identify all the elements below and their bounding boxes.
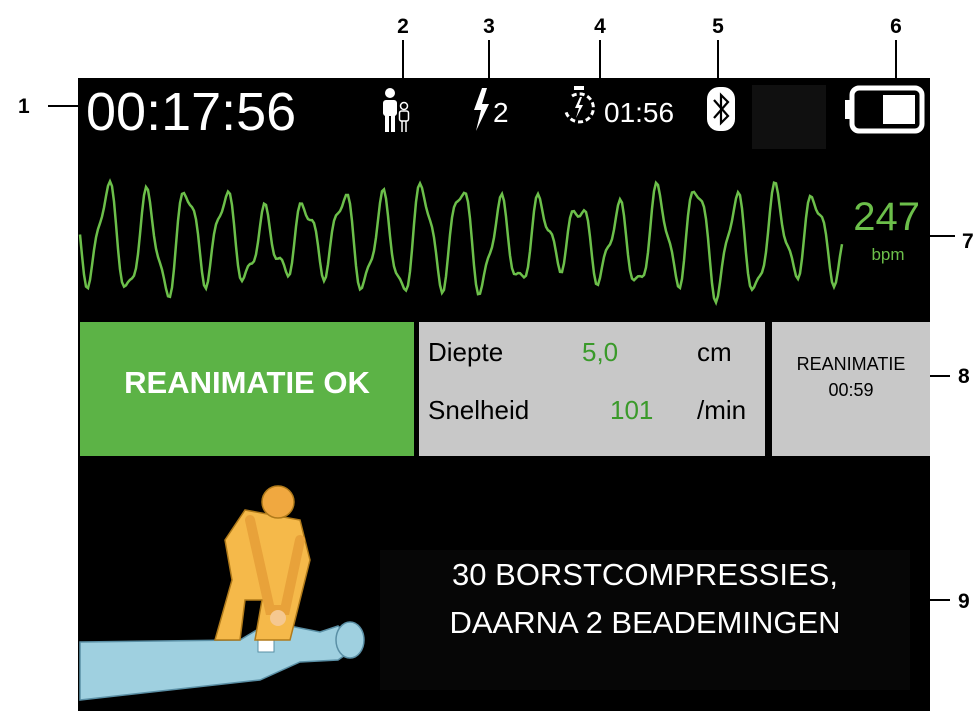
quality-unit: /min: [697, 395, 746, 425]
instruction-line: DAARNA 2 BEADEMINGEN: [449, 605, 840, 640]
quality-value: 5,0: [582, 337, 618, 367]
elapsed-time: 00:17:56: [86, 82, 296, 142]
callout: 1: [18, 95, 30, 118]
figure: 1 2 3 4 5 6 7 8 9 00:17:56 2 01:56: [0, 0, 976, 711]
callout: 6: [890, 15, 902, 38]
quality-label: Snelheid: [428, 395, 529, 425]
status-panel: [752, 85, 826, 149]
callout: 4: [594, 15, 606, 38]
callout: 5: [712, 15, 724, 38]
callout: 7: [962, 230, 974, 253]
timer: 01:56: [604, 97, 674, 128]
instruction-line: 30 BORSTCOMPRESSIES,: [452, 557, 838, 592]
cpr-timer-label: REANIMATIE: [797, 354, 906, 374]
quality-unit: cm: [697, 337, 732, 367]
heart-rate: 247: [853, 195, 920, 239]
quality-value: 101: [610, 395, 653, 425]
callout: 8: [958, 365, 970, 388]
bluetooth-icon: [707, 87, 735, 131]
cpr-timer-time: 00:59: [828, 380, 873, 400]
cpr-status: REANIMATIE OK: [124, 365, 370, 400]
heart-rate-unit: bpm: [871, 245, 904, 264]
callout: 9: [958, 590, 970, 613]
callout: 2: [397, 15, 409, 38]
shock-count: 2: [493, 97, 509, 128]
callout: 3: [483, 15, 495, 38]
quality-label: Diepte: [428, 337, 503, 367]
